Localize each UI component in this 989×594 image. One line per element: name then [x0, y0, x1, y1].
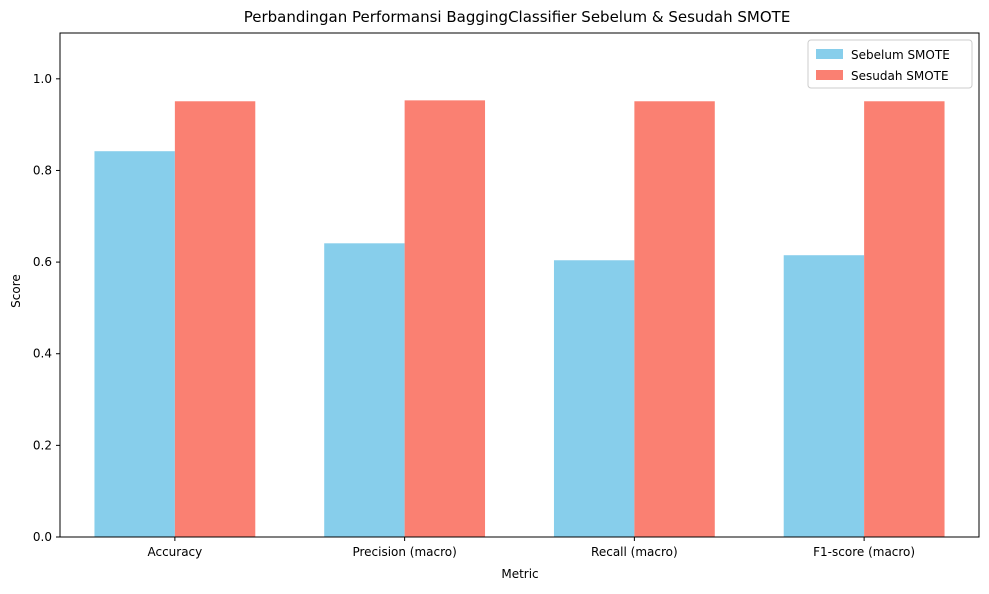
bar-after-3: [864, 101, 945, 537]
bar-before-3: [783, 255, 865, 537]
bar-after-0: [174, 101, 256, 537]
plot-frame: [59, 32, 980, 538]
legend-label: Sesudah SMOTE: [851, 69, 949, 83]
x-tick-label: Accuracy: [147, 545, 202, 559]
bar-before-1: [324, 243, 405, 537]
chart-title: Perbandingan Performansi BaggingClassifi…: [244, 8, 791, 26]
y-tick-label: 0.8: [33, 163, 52, 177]
bars-layer: [94, 100, 945, 538]
x-tick-label: F1-score (macro): [813, 545, 915, 559]
axes-layer: 0.0 0.2 0.4 0.6 0.8 1.0 Accuracy Precision (mac…: [33, 32, 980, 559]
bar-before-2: [553, 260, 635, 537]
legend-label: Sebelum SMOTE: [851, 48, 950, 62]
y-axis-label: Score: [9, 274, 23, 308]
legend: Sebelum SMOTE Sesudah SMOTE: [807, 39, 973, 89]
bar-after-2: [634, 101, 715, 537]
bar-before-0: [94, 151, 175, 537]
y-tick-label: 0.6: [33, 255, 52, 269]
legend-box: [807, 39, 973, 89]
y-tick-label: 1.0: [33, 72, 52, 86]
bar-after-1: [404, 100, 486, 538]
x-tick-label: Recall (macro): [591, 545, 678, 559]
y-tick-label: 0.0: [33, 530, 52, 544]
y-tick-label: 0.2: [33, 438, 52, 452]
y-tick-label: 0.4: [33, 347, 52, 361]
legend-swatch: [816, 49, 843, 59]
x-axis-label: Metric: [501, 567, 538, 581]
x-tick-label: Precision (macro): [352, 545, 456, 559]
legend-swatch: [816, 70, 843, 80]
